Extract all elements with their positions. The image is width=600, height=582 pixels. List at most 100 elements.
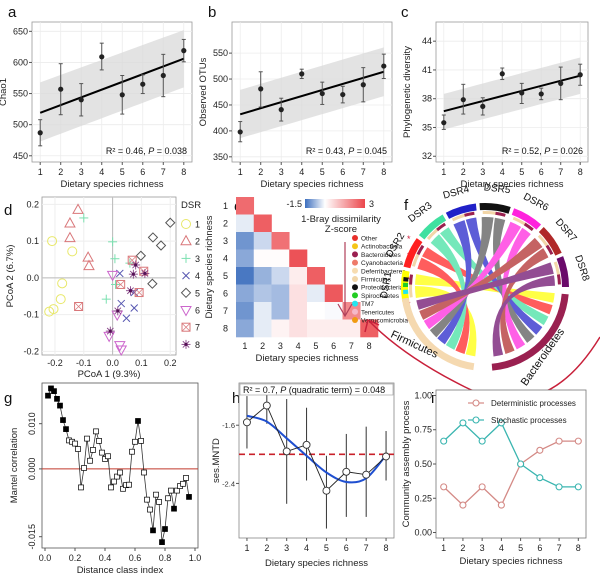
x-tick-label: 3 (79, 167, 84, 177)
heatmap-cell (271, 232, 290, 250)
legend-label: Proteobacteria (361, 285, 404, 292)
x-axis-label: Dietary species richness (256, 353, 359, 364)
significance-star: * (407, 234, 411, 244)
series-stochastic (440, 419, 582, 491)
heatmap-cell (271, 249, 290, 268)
marker-circle (181, 219, 191, 229)
marker-asterisk-dot (116, 309, 120, 313)
x-tick-label: 2 (460, 543, 465, 553)
data-point (181, 48, 187, 54)
sector-label: DSR3 (406, 200, 434, 225)
x-tick-label: 0.2 (69, 553, 82, 563)
nonsignificant-point (168, 487, 174, 494)
color-scale-title: 1-Bray dissimilarity (301, 214, 381, 225)
sector-minor-phylum (403, 277, 409, 282)
data-point (440, 483, 448, 491)
heatmap-cell (271, 319, 290, 338)
x-tick-label: 8 (381, 167, 386, 177)
marker-plus (181, 253, 191, 263)
nonsignificant-point (138, 438, 144, 444)
marker-x-b (128, 256, 136, 264)
nonsignificant-point (81, 465, 87, 471)
y-tick-label: 0.010 (27, 412, 37, 435)
sector-dsr2 (403, 238, 423, 269)
pcoa-group-1 (44, 236, 78, 317)
y-tick-label: 350 (213, 152, 228, 162)
heatmap-cell (324, 284, 343, 303)
stats-annotation: R² = 0.7, P (quadratic term) = 0.048 (243, 385, 385, 395)
panel-label-d: d (4, 202, 12, 219)
y-tick-label: 38 (422, 94, 432, 104)
x-tick-label: 5 (519, 167, 524, 177)
chord-ribbon (429, 217, 494, 338)
heatmap-cell (289, 249, 308, 268)
panel-c: 1 2 3 4 5 6 7 8 32 35 38 41 44 Dietary species richne… (402, 21, 589, 190)
sector-label: DSR8 (572, 254, 591, 283)
y-axis-label: Observed OTUs (198, 57, 209, 126)
x-tick-label: 4 (296, 341, 301, 351)
significant-point (150, 527, 156, 534)
marker-diamond (155, 240, 167, 251)
legend-title: DSR (181, 200, 201, 211)
sector-label: DSR1 (379, 271, 394, 300)
data-point (381, 63, 387, 69)
x-tick-label: 0.0 (106, 358, 119, 368)
data-point (459, 501, 467, 509)
significant-point (45, 392, 51, 399)
x-tick-label: -0.1 (76, 358, 92, 368)
marker-triangle-down (106, 270, 119, 282)
x-tick-label: 1 (244, 543, 249, 553)
x-tick-label: 0.0 (39, 553, 52, 563)
x-tick-label: 3 (284, 543, 289, 553)
nonsignificant-point (108, 484, 114, 491)
plot-area (41, 382, 199, 549)
marker-x (117, 299, 126, 308)
y-tick-label: 32 (422, 151, 432, 161)
y-tick-label: 0.1 (26, 236, 39, 246)
y-tick-label: 650 (13, 26, 28, 36)
data-point (460, 97, 466, 103)
legend-label: 3 (195, 254, 200, 264)
chord-ribbon (439, 227, 549, 326)
curved-arrow-head (364, 318, 380, 333)
data-point (58, 86, 64, 92)
chord-ribbon (417, 257, 470, 354)
marker-triangle-down (180, 306, 192, 317)
legend-label: 6 (195, 306, 200, 316)
marker-asterisk (181, 339, 191, 349)
sector-minor-phylum (403, 289, 409, 295)
y-axis-label: Mantel correlation (9, 428, 20, 504)
heatmap-cell (236, 319, 255, 338)
significance-star: * (407, 275, 411, 285)
x-tick-label: 4 (304, 543, 309, 553)
nonsignificant-point (165, 495, 171, 502)
marker-asterisk (125, 286, 135, 296)
sector-track-bacteroidetes (436, 222, 446, 232)
data-point (440, 437, 448, 445)
y-tick-label: -0.015 (27, 524, 37, 550)
sector-track-bacteroidetes (495, 211, 506, 217)
nonsignificant-point (144, 496, 150, 503)
y-tick-label: 400 (213, 126, 228, 136)
legend-label: Other (361, 236, 378, 243)
y-tick-label: 8 (223, 323, 228, 333)
x-tick-label: 4 (299, 167, 304, 177)
heatmap-cell (253, 284, 272, 303)
marker-asterisk-dot (134, 263, 138, 267)
x-tick-label: 2 (258, 167, 263, 177)
y-tick-label: 44 (422, 36, 432, 46)
marker-plus (110, 254, 120, 264)
heatmap-cell (236, 214, 255, 233)
y-axis-label: Phylogenetic diversity (402, 46, 413, 138)
nonsignificant-point (72, 440, 78, 447)
marker-asterisk-dot (131, 272, 135, 276)
y-tick-label: 1.00 (414, 390, 432, 400)
sector-minor-phylum (403, 282, 409, 287)
nonsignificant-point (78, 484, 84, 491)
nonsignificant-point (99, 449, 105, 456)
significant-point (51, 388, 57, 394)
nonsignificant-point (180, 480, 186, 487)
nonsignificant-point (156, 499, 162, 505)
y-tick-label: 0.25 (414, 493, 432, 503)
sector-firmicutes (401, 297, 475, 371)
